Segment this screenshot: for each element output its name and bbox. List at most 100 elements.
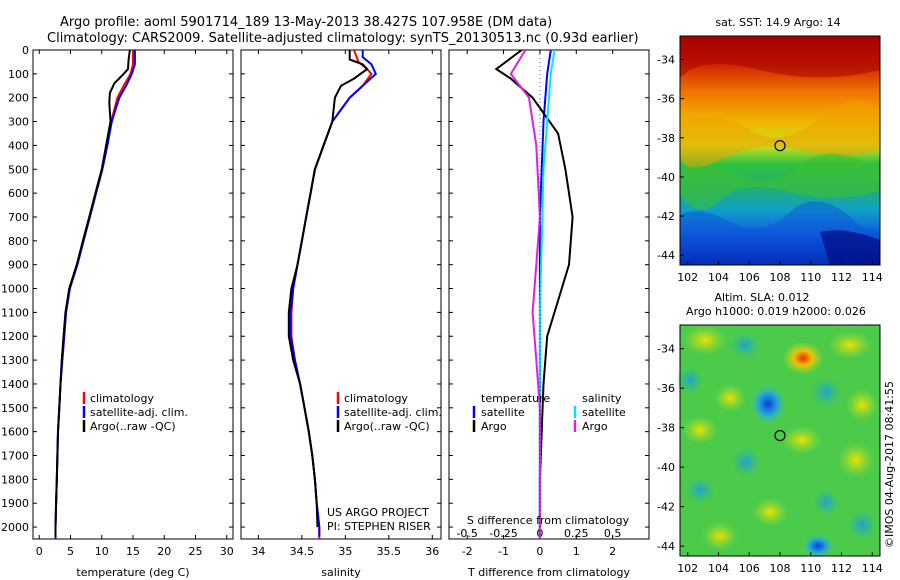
x-tick-label: 10 xyxy=(95,545,109,558)
legend-header-salinity: salinity xyxy=(582,392,622,405)
series-line xyxy=(494,50,574,539)
map-y-tick-label: -42 xyxy=(657,501,675,514)
depth-tick-label: 2000 xyxy=(1,521,29,534)
series-line xyxy=(289,50,378,537)
difference-x-axis: -2 -1 0 1 2 xyxy=(462,50,616,558)
depth-tick-label: 1900 xyxy=(1,497,29,510)
figure-title-line1: Argo profile: aoml 5901714_189 13-May-20… xyxy=(60,15,552,30)
top-x-tick-label: -0.5 xyxy=(456,527,477,540)
series-line xyxy=(538,50,552,539)
map-y-tick-label: -40 xyxy=(657,171,675,184)
map-x-tick-label: 102 xyxy=(677,562,698,575)
sla-map-image xyxy=(676,325,880,558)
difference-panel-frame xyxy=(448,49,650,540)
x-tick-label: 34 xyxy=(251,545,265,558)
map-x-tick-label: 108 xyxy=(770,271,791,284)
x-tick-label: 2 xyxy=(609,545,616,558)
x-tick-label: 35 xyxy=(338,545,352,558)
legend-label-argo: Argo(..raw -QC) xyxy=(90,420,176,433)
x-tick-label: 0 xyxy=(536,545,543,558)
depth-tick-label: 1800 xyxy=(1,473,29,486)
sst-map-image xyxy=(680,36,880,265)
argo-location-circle xyxy=(774,140,786,152)
depth-tick-label: 1600 xyxy=(1,426,29,439)
depth-tick-label: 1700 xyxy=(1,450,29,463)
depth-axis: 0 100 200 300 400 500 600 700 800 900 1000 1100 1200… xyxy=(1,44,649,534)
depth-tick-label: 1200 xyxy=(1,330,29,343)
depth-tick-label: 400 xyxy=(8,139,29,152)
map-x-tick-label: 112 xyxy=(831,562,852,575)
sla-map-axes: 102 104 106 108 110 112 114 -34 -36 -38 -40 -42 -44 xyxy=(657,343,883,575)
x-tick-label: -1 xyxy=(498,545,509,558)
legend-label-argo: Argo(..raw -QC) xyxy=(344,420,430,433)
depth-tick-label: 1400 xyxy=(1,378,29,391)
salinity-axis-label: salinity xyxy=(321,566,361,579)
depth-tick-label: 1100 xyxy=(1,306,29,319)
depth-tick-label: 100 xyxy=(8,68,29,81)
difference-series xyxy=(494,50,574,539)
map-x-tick-label: 110 xyxy=(800,562,821,575)
map-y-tick-label: -34 xyxy=(657,53,675,66)
x-tick-label: 36 xyxy=(425,545,439,558)
depth-tick-label: 600 xyxy=(8,187,29,200)
x-tick-label: 34.5 xyxy=(290,545,315,558)
x-tick-label: 35.5 xyxy=(377,545,402,558)
map-x-tick-label: 108 xyxy=(770,562,791,575)
legend-header-temperature: temperature xyxy=(481,392,550,405)
legend-label-climatology: climatology xyxy=(344,392,408,405)
legend-label-salinity-satellite: satellite xyxy=(582,406,626,419)
legend-label-satellite: satellite-adj. clim. xyxy=(90,406,188,419)
map-y-tick-label: -36 xyxy=(657,93,675,106)
legend-label-salinity-argo: Argo xyxy=(582,420,608,433)
map-x-tick-label: 112 xyxy=(831,271,852,284)
top-x-tick-label: -0.25 xyxy=(489,527,517,540)
map-x-tick-label: 102 xyxy=(677,271,698,284)
legend-label-temperature-argo: Argo xyxy=(481,420,507,433)
top-x-tick-label: 0.5 xyxy=(604,527,622,540)
difference-axis-label: T difference from climatology xyxy=(467,566,630,579)
map-x-tick-label: 104 xyxy=(708,271,729,284)
temperature-series xyxy=(54,50,136,539)
map-x-tick-label: 114 xyxy=(862,562,883,575)
series-line xyxy=(54,50,134,539)
salinity-x-axis: 34 34.5 35 35.5 36 xyxy=(251,50,439,558)
temperature-x-axis: 0 5 10 15 20 25 30 xyxy=(36,50,234,558)
depth-tick-label: 800 xyxy=(8,235,29,248)
series-line xyxy=(287,50,369,528)
series-line xyxy=(538,50,556,539)
x-tick-label: 1 xyxy=(573,545,580,558)
series-line xyxy=(509,50,541,539)
sla-argo-location-marker xyxy=(774,429,786,442)
salinity-series xyxy=(287,50,378,539)
legend-label-climatology: climatology xyxy=(90,392,154,405)
depth-tick-label: 300 xyxy=(8,116,29,129)
x-tick-label: 0 xyxy=(36,545,43,558)
map-y-tick-label: -36 xyxy=(657,382,675,395)
sst-map-title: sat. SST: 14.9 Argo: 14 xyxy=(715,16,840,29)
map-y-tick-label: -34 xyxy=(657,343,675,356)
temperature-legend: climatology satellite-adj. clim. Argo(..… xyxy=(82,392,188,433)
depth-tick-label: 900 xyxy=(8,259,29,272)
map-y-tick-label: -44 xyxy=(657,540,675,553)
depth-tick-label: 0 xyxy=(22,44,29,57)
map-x-tick-label: 104 xyxy=(708,562,729,575)
imos-credit: ©IMOS 04-Aug-2017 08:41:55 xyxy=(883,381,896,548)
map-y-tick-label: -38 xyxy=(657,422,675,435)
map-y-tick-label: -42 xyxy=(657,210,675,223)
x-tick-label: -2 xyxy=(462,545,473,558)
temperature-axis-label: temperature (deg C) xyxy=(76,566,189,579)
top-x-tick-label: 0.25 xyxy=(564,527,589,540)
map-y-tick-label: -40 xyxy=(657,461,675,474)
map-x-tick-label: 114 xyxy=(862,271,883,284)
sst-argo-location-marker xyxy=(774,140,786,152)
figure-title-line2: Climatology: CARS2009. Satellite-adjuste… xyxy=(47,31,639,46)
map-x-tick-label: 106 xyxy=(739,562,760,575)
depth-tick-label: 500 xyxy=(8,163,29,176)
sla-map-title-line1: Altim. SLA: 0.012 xyxy=(714,291,809,304)
map-y-tick-label: -38 xyxy=(657,132,675,145)
sst-map-axes: 102 104 106 108 110 112 114 -34 -36 -38 -40 -42 -44 xyxy=(657,53,883,284)
x-tick-label: 5 xyxy=(67,545,74,558)
x-tick-label: 15 xyxy=(126,545,140,558)
legend-label-temperature-satellite: satellite xyxy=(481,406,525,419)
map-y-tick-label: -44 xyxy=(657,249,675,262)
